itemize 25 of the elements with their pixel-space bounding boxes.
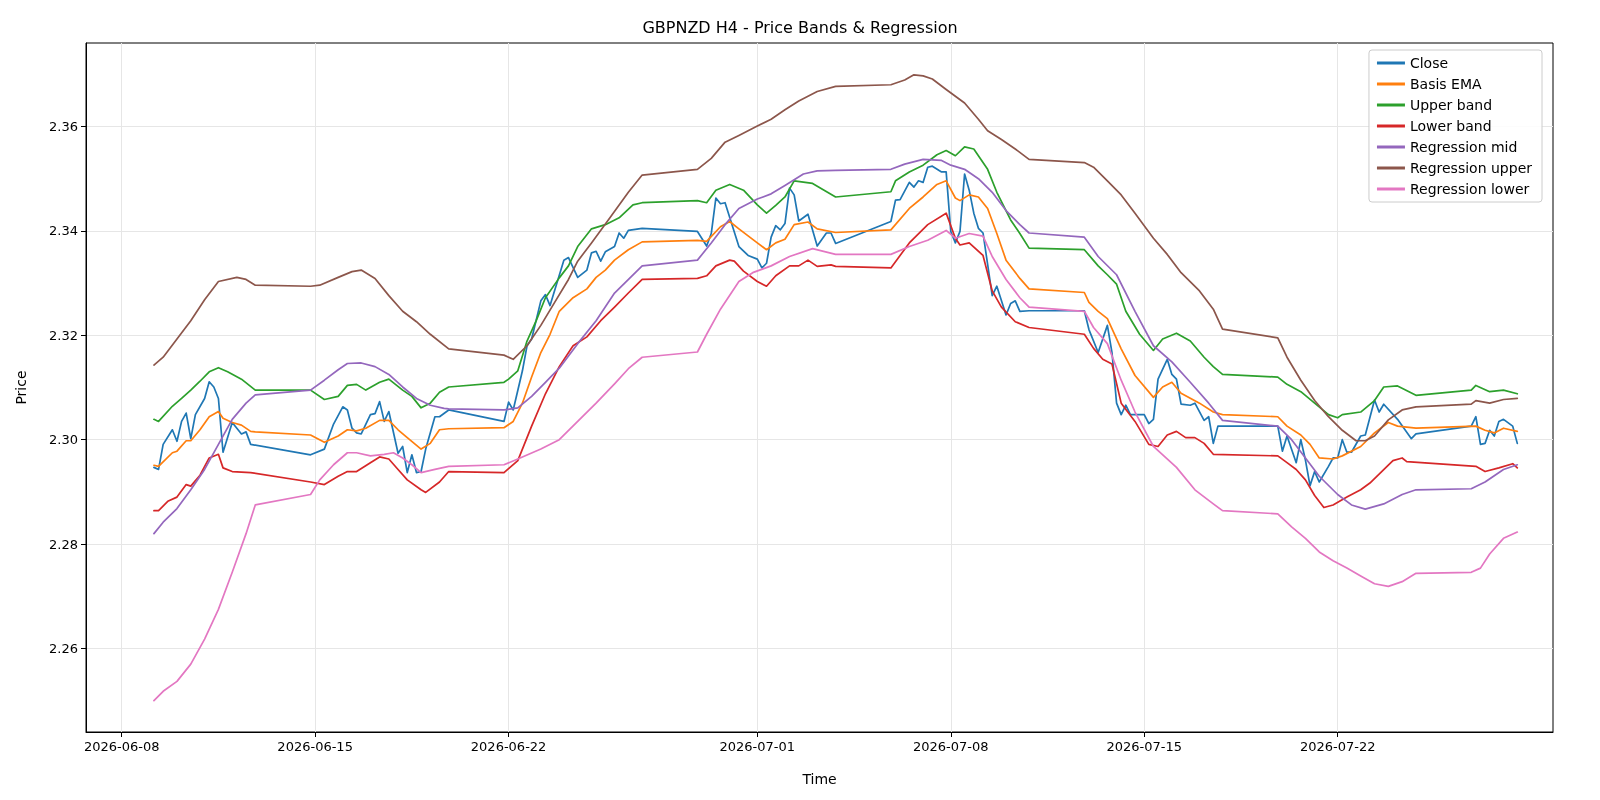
- y-tick-label: 2.32: [49, 327, 78, 343]
- x-tick-label: 2026-06-15: [277, 739, 353, 754]
- legend-label: Close: [1409, 55, 1449, 71]
- x-tick-label: 2026-07-22: [1299, 739, 1376, 754]
- legend-label: Regression upper: [1409, 160, 1533, 176]
- y-tick-label: 2.34: [49, 223, 78, 239]
- x-tick-label: 2026-07-15: [1106, 739, 1182, 754]
- x-tick-label: 2026-06-22: [470, 739, 547, 754]
- line-series: [153, 212, 1519, 512]
- legend-label: Upper band: [1409, 97, 1493, 113]
- legend-label: Lower band: [1409, 118, 1492, 134]
- x-tick-label: 2026-07-08: [912, 739, 989, 754]
- x-tick-label: 2026-06-08: [83, 739, 160, 754]
- legend-label: Regression lower: [1409, 181, 1530, 197]
- chart-title: GBPNZD H4 - Price Bands & Regression: [642, 17, 958, 37]
- y-tick-label: 2.26: [49, 640, 78, 656]
- x-axis-title: Time: [801, 771, 837, 787]
- y-axis-title: Price: [13, 370, 29, 405]
- legend-label: Regression mid: [1409, 139, 1518, 155]
- y-tick-label: 2.28: [49, 536, 78, 552]
- x-tick-label: 2026-07-01: [719, 739, 796, 754]
- y-tick-label: 2.36: [49, 119, 78, 135]
- line-series: [153, 229, 1519, 702]
- legend-label: Basis EMA: [1409, 76, 1482, 92]
- y-tick-label: 2.30: [49, 432, 78, 448]
